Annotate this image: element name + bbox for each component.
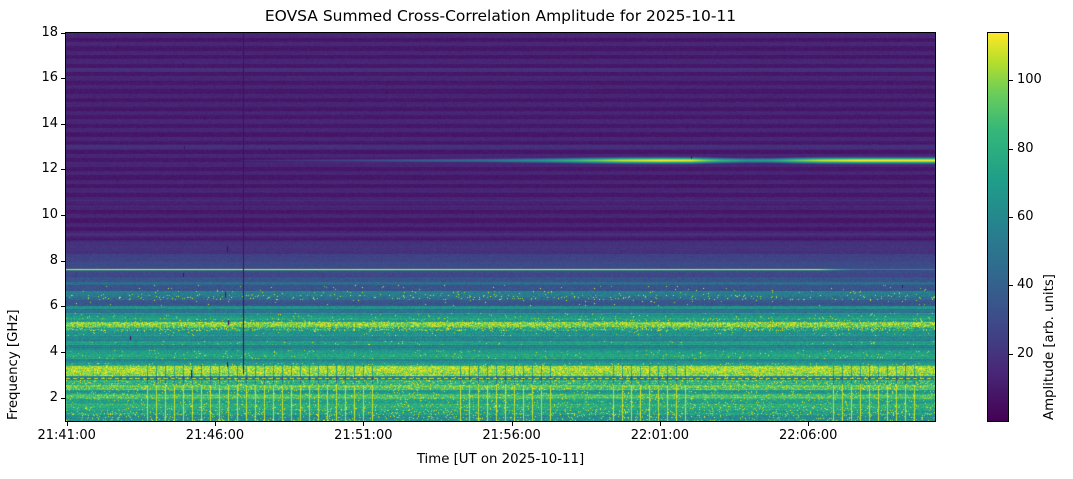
x-tick-label: 21:56:00	[482, 428, 541, 443]
colorbar-tick-mark	[1009, 80, 1013, 82]
x-tick-label: 22:01:00	[630, 428, 690, 443]
x-tick-label: 21:41:00	[37, 428, 96, 443]
y-tick-label: 18	[41, 24, 58, 40]
y-tick-mark	[61, 397, 65, 399]
chart-title: EOVSA Summed Cross-Correlation Amplitude…	[264, 7, 737, 25]
colorbar-tick-label: 20	[1017, 345, 1034, 361]
y-tick-mark	[61, 260, 65, 262]
y-tick-label: 16	[41, 70, 58, 86]
colorbar-tick-label: 100	[1017, 72, 1042, 88]
x-tick-mark	[808, 422, 810, 426]
y-tick-label: 14	[41, 115, 58, 131]
colorbar-tick-mark	[1009, 148, 1013, 150]
x-tick-mark	[66, 422, 68, 426]
x-tick-mark	[511, 422, 513, 426]
x-axis-label: Time [UT on 2025-10-11]	[416, 452, 585, 467]
x-tick-label: 22:06:00	[778, 428, 838, 443]
y-tick-mark	[61, 32, 65, 34]
y-tick-mark	[61, 123, 65, 125]
colorbar	[987, 32, 1009, 422]
spectrogram-plot-area	[65, 32, 936, 422]
spectrogram-canvas	[66, 33, 935, 421]
y-tick-label: 2	[49, 389, 58, 405]
colorbar-label: Amplitude [arb. units]	[1042, 274, 1057, 420]
colorbar-tick-mark	[1009, 285, 1013, 287]
y-tick-label: 12	[41, 161, 58, 177]
y-tick-label: 4	[49, 344, 58, 360]
y-tick-label: 6	[49, 298, 58, 314]
y-axis-label: Frequency [GHz]	[6, 309, 21, 420]
x-tick-label: 21:51:00	[334, 428, 393, 443]
colorbar-tick-label: 80	[1017, 140, 1034, 156]
x-tick-mark	[659, 422, 661, 426]
colorbar-tick-mark	[1009, 353, 1013, 355]
y-tick-label: 10	[41, 207, 58, 223]
y-tick-mark	[61, 215, 65, 217]
colorbar-tick-label: 40	[1017, 277, 1034, 293]
y-tick-mark	[61, 78, 65, 80]
y-tick-label: 8	[49, 252, 58, 268]
x-tick-mark	[363, 422, 365, 426]
colorbar-tick-mark	[1009, 217, 1013, 219]
x-tick-label: 21:46:00	[185, 428, 245, 443]
y-tick-mark	[61, 169, 65, 171]
colorbar-tick-label: 60	[1017, 209, 1034, 225]
y-tick-mark	[61, 352, 65, 354]
y-tick-mark	[61, 306, 65, 308]
x-tick-mark	[215, 422, 216, 426]
